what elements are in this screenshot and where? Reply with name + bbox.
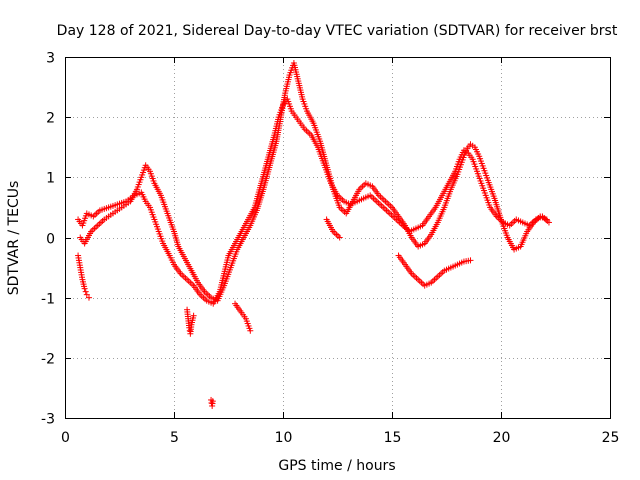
- data-point: [190, 312, 197, 319]
- y-tick-label: 1: [46, 171, 55, 187]
- plot-frame: [65, 57, 611, 419]
- data-point: [247, 327, 254, 334]
- y-tick-label: 2: [46, 111, 55, 127]
- y-tick-label: -1: [41, 292, 55, 308]
- y-tick-label: 0: [46, 232, 55, 248]
- x-axis-label: GPS time / hours: [278, 458, 395, 474]
- data-point: [545, 219, 552, 226]
- data-points-layer: [75, 60, 552, 409]
- data-point: [467, 257, 474, 264]
- x-tick-label: 0: [61, 430, 70, 446]
- x-tick-label: 20: [493, 430, 511, 446]
- y-tick-label: -2: [41, 352, 55, 368]
- data-point: [81, 285, 88, 292]
- y-axis-label: SDTVAR / TECUs: [6, 181, 22, 296]
- ticks-layer: 0 5 10 15 20 25 -3 -2 -1 0 1 2 3: [41, 51, 619, 447]
- chart-title: Day 128 of 2021, Sidereal Day-to-day VTE…: [57, 23, 618, 39]
- data-point: [83, 291, 90, 298]
- data-point: [186, 327, 193, 334]
- x-tick-label: 25: [602, 430, 620, 446]
- x-tick-label: 15: [384, 430, 402, 446]
- data-point: [209, 398, 216, 405]
- x-tick-label: 5: [170, 430, 179, 446]
- y-tick-label: -3: [41, 412, 55, 428]
- data-point: [82, 288, 89, 295]
- x-tick-label: 10: [275, 430, 293, 446]
- data-point: [85, 294, 92, 301]
- data-point: [336, 234, 343, 241]
- data-point: [543, 216, 550, 223]
- y-tick-label: 3: [46, 51, 55, 67]
